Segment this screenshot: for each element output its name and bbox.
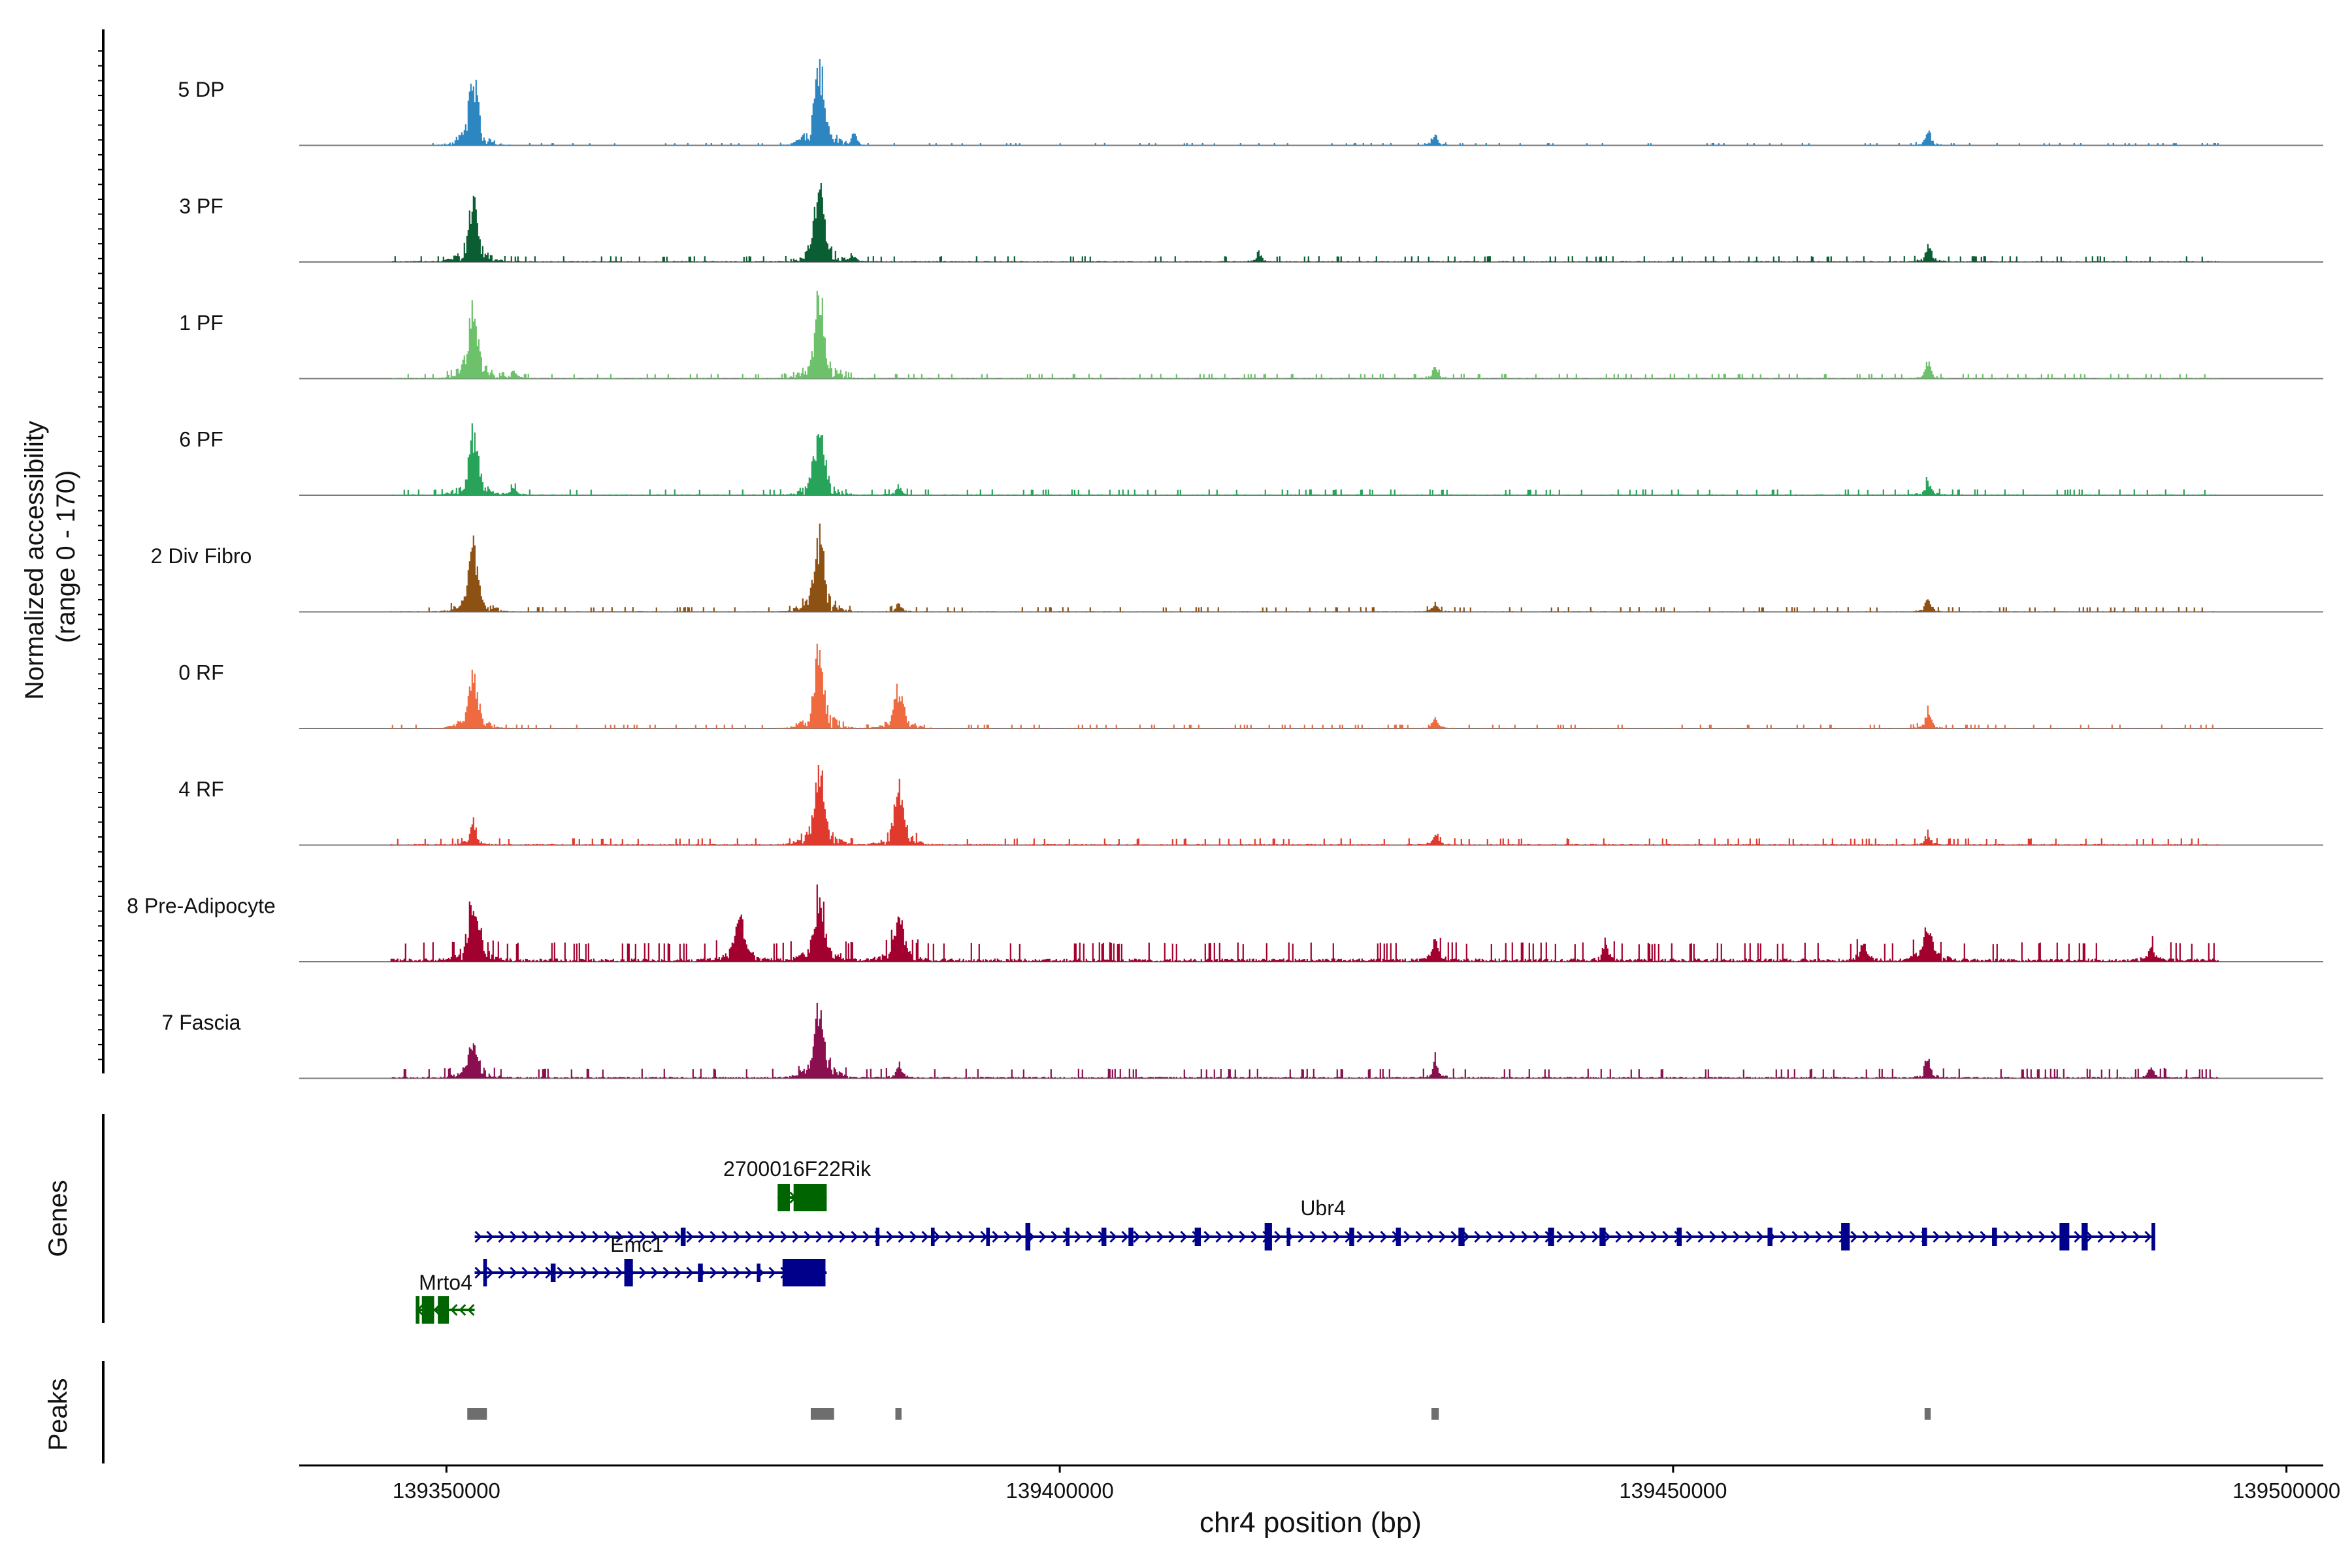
x-axis-label: chr4 position (bp) <box>1200 1507 1422 1539</box>
exon <box>1992 1228 1997 1246</box>
x-axis-ticks: 139350000 139400000 139450000 139500000 <box>393 1465 2340 1503</box>
track-label: 3 PF <box>179 195 223 218</box>
gene-label: Mrto4 <box>419 1271 472 1294</box>
peak-regions <box>467 1408 1931 1420</box>
x-tick-label: 139400000 <box>1006 1478 1114 1503</box>
y-axis-label-line2: (range 0 - 170) <box>52 470 80 644</box>
exon <box>1194 1228 1201 1246</box>
coverage-signal <box>391 1002 2219 1079</box>
track: 2 Div Fibro <box>151 523 2323 613</box>
peak-region <box>467 1408 487 1420</box>
exon <box>793 1184 827 1211</box>
exon <box>624 1259 633 1286</box>
coverage-signal <box>390 523 2215 612</box>
y-axis-label-line1: Normalized accessibility <box>20 421 49 700</box>
track: 3 PF <box>179 183 2323 263</box>
exon <box>930 1228 935 1246</box>
exon <box>1458 1228 1465 1246</box>
peaks-axis-label: Peaks <box>44 1378 73 1450</box>
genes-axis-label: Genes <box>44 1180 73 1257</box>
track-label: 7 Fascia <box>162 1011 241 1034</box>
exon <box>1841 1223 1850 1250</box>
track-label: 5 DP <box>178 78 224 101</box>
exon <box>2082 1223 2088 1250</box>
peak-region <box>895 1408 902 1420</box>
track-label: 6 PF <box>179 428 223 451</box>
exon <box>875 1228 880 1246</box>
exon <box>1286 1228 1291 1246</box>
exon <box>1025 1223 1031 1250</box>
exon <box>1101 1228 1107 1246</box>
coverage-tracks: 5 DP 3 PF 1 PF 6 PF 2 Div Fibro 0 RF 4 RF 8 Pre… <box>127 59 2323 1079</box>
exon <box>1599 1228 1606 1246</box>
track: 0 RF <box>178 644 2323 729</box>
strand-arrows <box>474 1230 2152 1243</box>
exon <box>416 1296 420 1324</box>
exon <box>1066 1228 1070 1246</box>
track: 7 Fascia <box>162 1002 2323 1079</box>
coverage-signal <box>432 59 2219 146</box>
peak-region <box>1924 1408 1931 1420</box>
track: 6 PF <box>179 423 2323 496</box>
coverage-y-axis <box>98 29 105 1073</box>
exon <box>1922 1228 1927 1246</box>
track-label: 1 PF <box>179 311 223 335</box>
x-tick-label: 139500000 <box>2232 1478 2340 1503</box>
track: 1 PF <box>179 291 2323 380</box>
track: 5 DP <box>178 59 2323 146</box>
exon <box>698 1264 703 1282</box>
gene: 2700016F22Rik <box>723 1157 872 1211</box>
peaks-panel: Peaks <box>44 1361 1931 1463</box>
exon <box>1548 1228 1554 1246</box>
coverage-signal <box>390 644 2219 728</box>
exon <box>1396 1228 1401 1246</box>
exon <box>757 1264 760 1282</box>
coverage-signal <box>390 884 2219 962</box>
track: 8 Pre-Adipocyte <box>127 884 2323 962</box>
gene: Ubr4 <box>474 1196 2155 1250</box>
gene: Emc1 <box>474 1233 827 1286</box>
exon <box>2059 1223 2070 1250</box>
exon <box>2151 1223 2155 1250</box>
exon <box>1676 1228 1682 1246</box>
exon <box>1128 1228 1134 1246</box>
genes-panel: Genes 2700016F22Rik Ubr4 Emc1 Mrto4 <box>44 1114 2155 1324</box>
x-axis: 139350000 139400000 139450000 139500000 chr… <box>299 1464 2340 1539</box>
coverage-signal <box>391 291 2219 379</box>
exon <box>438 1296 449 1324</box>
exon <box>1264 1223 1272 1250</box>
gene-label: Ubr4 <box>1300 1196 1345 1220</box>
exon <box>550 1264 556 1282</box>
exon <box>1349 1228 1354 1246</box>
exon <box>777 1184 791 1211</box>
track-label: 4 RF <box>178 777 223 801</box>
peak-region <box>1431 1408 1439 1420</box>
x-tick-label: 139450000 <box>1619 1478 1727 1503</box>
track: 4 RF <box>178 765 2323 846</box>
gene-label: Emc1 <box>610 1233 664 1256</box>
peak-region <box>810 1408 834 1420</box>
coverage-signal <box>390 423 2219 495</box>
track-label: 8 Pre-Adipocyte <box>127 894 276 918</box>
exon <box>680 1228 686 1246</box>
coverage-signal <box>390 765 2219 845</box>
x-tick-label: 139350000 <box>393 1478 500 1503</box>
track-label: 2 Div Fibro <box>151 544 252 568</box>
exon <box>1767 1228 1772 1246</box>
coverage-signal <box>391 183 2219 262</box>
exon <box>421 1296 434 1324</box>
exon <box>782 1259 826 1286</box>
gene-label: 2700016F22Rik <box>723 1157 872 1181</box>
exon <box>986 1228 990 1246</box>
exon <box>483 1259 487 1286</box>
gene-annotations: 2700016F22Rik Ubr4 Emc1 Mrto4 <box>416 1157 2155 1324</box>
gene: Mrto4 <box>416 1271 475 1324</box>
y-axis-label: Normalized accessibility (range 0 - 170) <box>20 414 80 700</box>
track-label: 0 RF <box>178 661 223 685</box>
